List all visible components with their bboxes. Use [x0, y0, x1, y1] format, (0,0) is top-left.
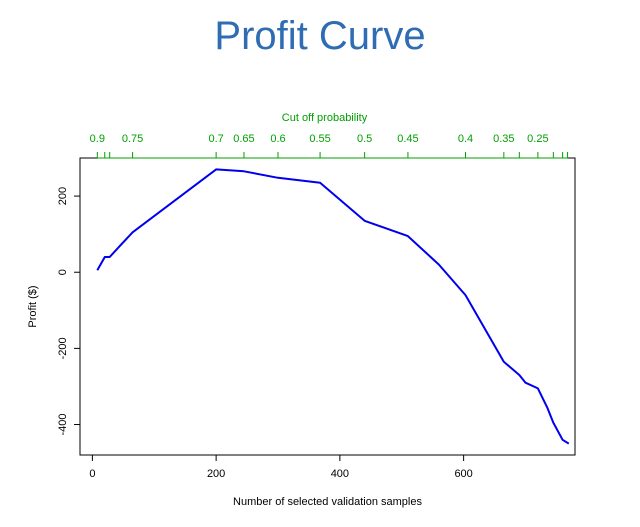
y-axis-label: Profit ($)	[27, 285, 39, 327]
top-tick-label: 0.25	[527, 133, 548, 145]
x-tick-label: 600	[454, 468, 472, 480]
top-tick-label: 0.55	[309, 133, 330, 145]
top-tick-label: 0.45	[397, 133, 418, 145]
plot-area: 0 200 400 600 -400 -200 0 200 Number of selected…	[27, 112, 576, 508]
top-tick-label: 0.7	[208, 133, 223, 145]
y-tick-label: 0	[57, 269, 69, 275]
top-tick-label: 0.75	[122, 133, 143, 145]
x-tick-label: 0	[89, 468, 95, 480]
y-tick-label: 200	[57, 187, 69, 205]
page-title: Profit Curve	[214, 14, 426, 58]
top-axis-label: Cut off probability	[282, 112, 368, 124]
top-tick-label: 0.4	[458, 133, 473, 145]
profit-series-line	[96, 168, 570, 445]
y-tick-label: -200	[57, 337, 69, 359]
x-tick-label: 400	[331, 468, 349, 480]
x-axis-label: Number of selected validation samples	[233, 496, 422, 508]
top-tick-label: 0.9	[90, 133, 105, 145]
y-tick-label: -400	[57, 414, 69, 436]
top-tick-label: 0.6	[270, 133, 285, 145]
plot-frame	[79, 157, 576, 456]
top-tick-label: 0.5	[357, 133, 372, 145]
top-tick-label: 0.65	[233, 133, 254, 145]
top-tick-label: 0.35	[493, 133, 514, 145]
x-tick-label: 200	[207, 468, 225, 480]
